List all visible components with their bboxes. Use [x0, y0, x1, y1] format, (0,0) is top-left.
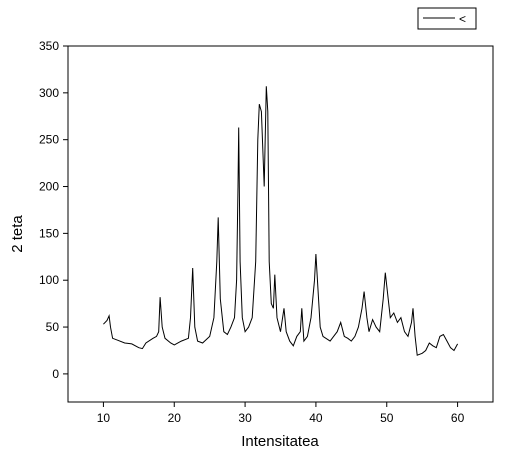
y-tick-label: 150 [39, 226, 59, 240]
plot-frame [67, 45, 494, 403]
y-tick-label: 0 [52, 367, 59, 381]
y-tick-label: 200 [39, 180, 59, 194]
y-tick-label: 350 [39, 39, 59, 53]
x-tick-label: 60 [451, 411, 465, 425]
x-tick-label: 30 [238, 411, 252, 425]
y-axis-label: 2 teta [9, 215, 26, 253]
x-tick-label: 10 [97, 411, 111, 425]
y-tick-label: 250 [39, 133, 59, 147]
x-tick-label: 20 [168, 411, 182, 425]
x-tick-label: 40 [309, 411, 323, 425]
y-tick-label: 50 [46, 320, 60, 334]
y-tick-label: 100 [39, 273, 59, 287]
x-axis-label: Intensitatea [241, 433, 319, 450]
x-tick-label: 50 [380, 411, 394, 425]
legend-label: < [459, 12, 466, 26]
y-tick-label: 300 [39, 86, 59, 100]
data-line [103, 86, 459, 356]
